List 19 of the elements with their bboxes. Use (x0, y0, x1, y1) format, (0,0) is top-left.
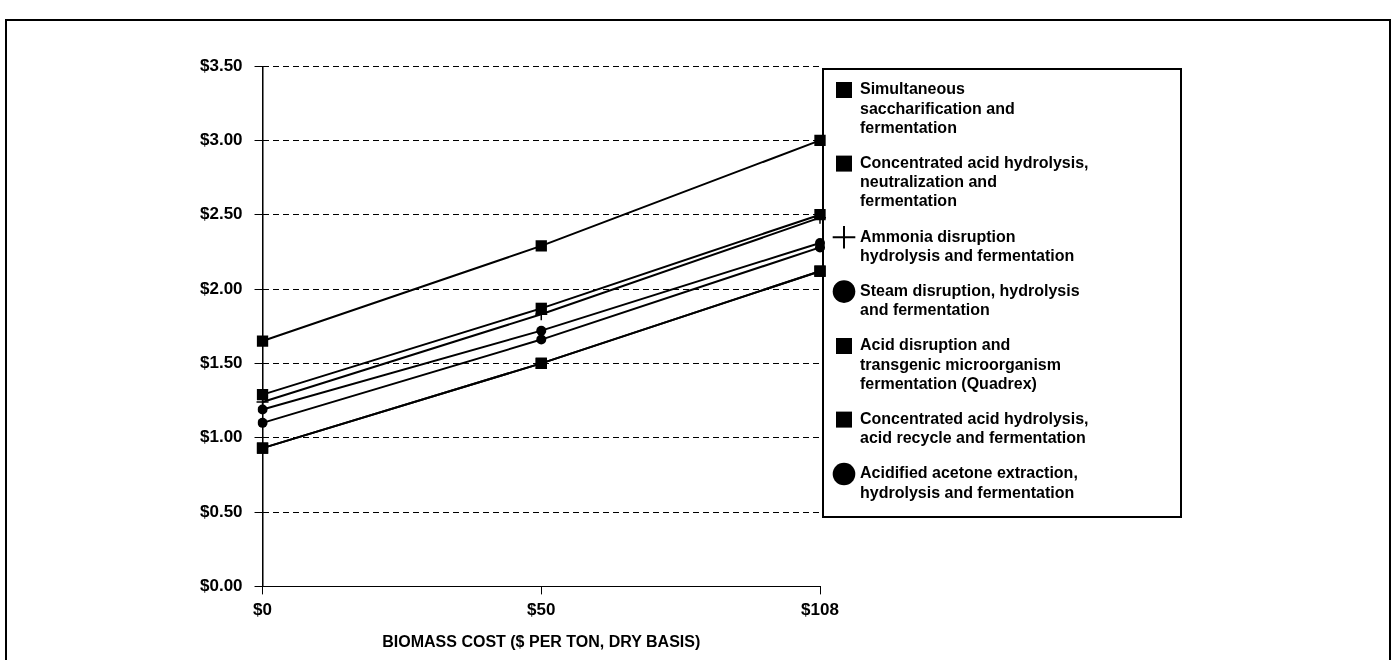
y-tick-label: $0.00 (199, 576, 243, 596)
legend-label: Steam disruption, hydrolysis and fermentation (860, 282, 1080, 319)
legend-label: Acid disruption and transgenic microorganism fermentation (Quadrex) (860, 336, 1061, 392)
y-tick-label: $3.50 (199, 55, 243, 75)
x-tick-label: $50 (527, 600, 556, 620)
legend-label: Concentrated acid hydrolysis, neutralization and fermentation (860, 154, 1089, 210)
legend-label: Simultaneous saccharification and fermentation (860, 80, 1015, 136)
y-tick-label: $1.50 (199, 353, 243, 373)
y-tick-label: $3.00 (199, 130, 243, 150)
x-axis-title: BIOMASS COST ($ PER TON, DRY BASIS) (382, 632, 701, 650)
x-tick-label: $108 (801, 600, 839, 620)
y-tick-label: $2.00 (199, 278, 243, 298)
legend-label: Acidified acetone extraction, hydrolysis and fermentation (860, 464, 1078, 501)
y-tick-label: $2.50 (199, 204, 243, 224)
legend-label: Ammonia disruption hydrolysis and fermentation (860, 227, 1075, 264)
x-tick-label: $0 (253, 600, 272, 620)
legend-label: Concentrated acid hydrolysis, acid recycle and fermentation (860, 410, 1089, 447)
y-tick-label: $1.00 (199, 427, 243, 447)
y-tick-label: $0.50 (199, 501, 243, 521)
